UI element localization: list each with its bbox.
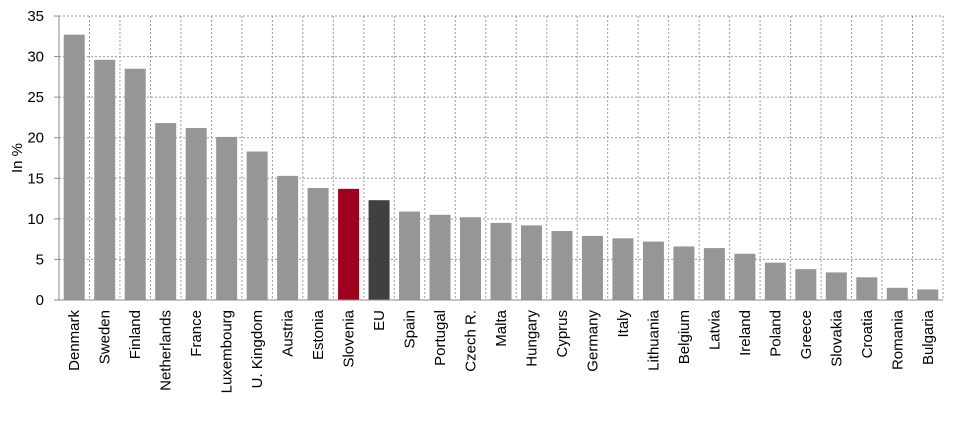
bar [216,136,238,300]
x-tick-label: Germany [584,310,601,372]
bar [642,241,664,300]
labels: 0 5 10 15 20 25 30 35 Denmark Sweden Finland Nether… [27,8,936,393]
x-tick-label: EU [371,310,388,331]
bar [581,235,603,300]
bars [63,34,939,301]
x-tick-label: Czech R. [463,310,480,372]
bar [338,188,360,300]
axes [54,15,943,301]
x-tick-label: Denmark [66,310,83,371]
x-tick-label: Luxembourg [219,310,236,393]
x-tick-label: Cyprus [554,310,571,358]
x-tick-label: Estonia [310,309,327,360]
bar [764,262,786,300]
grid-lines [59,15,944,300]
y-axis-title: In % [9,143,26,173]
bar [734,253,756,300]
bar [886,287,908,300]
x-tick-label: Croatia [859,309,876,358]
bar [795,269,817,300]
bar [460,217,482,300]
y-tick-label: 20 [27,130,44,147]
x-tick-label: Finland [127,310,144,359]
x-tick-label: Austria [280,309,297,356]
y-tick-label: 30 [27,49,44,66]
bar [155,123,177,300]
x-tick-label: Romania [889,309,906,370]
x-tick-label: Bulgaria [920,309,937,365]
x-tick-label: U. Kingdom [249,310,266,388]
y-tick-label: 10 [27,211,44,228]
y-tick-label: 5 [36,251,44,268]
x-tick-label: Greece [798,310,815,359]
x-tick-label: France [188,310,205,357]
y-tick-label: 0 [36,292,44,309]
bar [551,231,573,300]
bar [490,222,512,300]
x-tick-label: Netherlands [158,310,175,391]
bar [307,188,329,300]
bar [703,248,725,300]
y-tick-label: 25 [27,89,44,106]
y-tick-label: 35 [27,8,44,25]
x-tick-label: Belgium [676,310,693,364]
bar [94,59,116,301]
bar [368,200,390,300]
y-tick-label: 15 [27,170,44,187]
bar [612,238,634,300]
bar [246,151,268,300]
bar [277,175,299,300]
bar [673,246,695,300]
x-tick-label: Poland [767,310,784,357]
x-tick-label: Portugal [432,310,449,366]
bar [825,272,847,300]
x-tick-label: Slovenia [341,309,358,367]
bar [856,277,878,300]
x-tick-label: Latvia [706,309,723,350]
x-tick-label: Sweden [97,310,114,364]
bar [399,211,421,300]
x-tick-label: Lithuania [645,309,662,371]
x-tick-label: Spain [402,310,419,348]
x-tick-label: Italy [615,310,632,338]
bar [429,214,451,300]
bar [63,34,85,301]
bar [520,225,542,300]
x-tick-label: Malta [493,309,510,346]
bar [917,289,939,300]
bar [185,127,207,300]
x-tick-label: Ireland [737,310,754,356]
x-tick-label: Hungary [523,310,540,367]
bar [124,68,146,300]
x-tick-label: Slovakia [828,309,845,366]
